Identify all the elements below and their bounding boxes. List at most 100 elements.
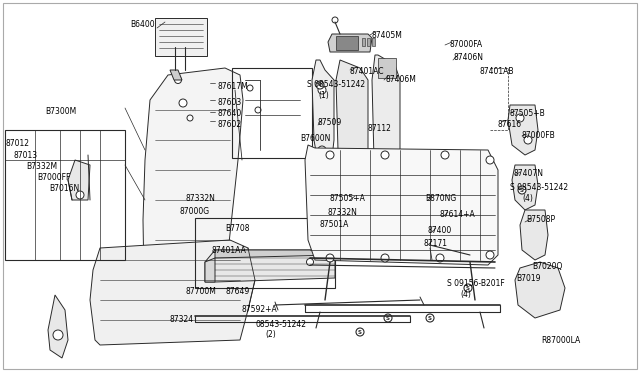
Text: 87000FB: 87000FB [521,131,555,140]
Polygon shape [305,145,498,265]
Polygon shape [336,60,368,185]
Bar [232,68,312,158]
Polygon shape [312,60,334,185]
Circle shape [187,115,193,121]
Polygon shape [328,34,372,52]
Text: B870NG: B870NG [425,194,456,203]
Text: 87405M: 87405M [372,31,403,40]
Circle shape [318,86,326,94]
Text: 87592+A: 87592+A [242,305,278,314]
Circle shape [384,314,392,322]
Polygon shape [205,250,335,282]
Bar [378,58,396,78]
Text: B7708: B7708 [225,224,250,233]
Text: 87505+B: 87505+B [510,109,546,118]
Text: 87501A: 87501A [320,220,349,229]
Bar [5,130,125,260]
Text: S: S [428,315,432,321]
Circle shape [307,259,314,266]
Text: (1): (1) [318,91,329,100]
Text: B7300M: B7300M [45,107,76,116]
Text: B6400: B6400 [130,20,155,29]
Circle shape [332,17,338,23]
Polygon shape [205,258,215,282]
Circle shape [175,77,182,83]
Text: 87509: 87509 [318,118,342,127]
Text: S: S [386,315,390,321]
Text: B7000FF: B7000FF [37,173,70,182]
Circle shape [486,251,494,259]
Circle shape [486,156,494,164]
Circle shape [524,136,532,144]
Text: 87616: 87616 [497,120,521,129]
Circle shape [381,151,389,159]
Polygon shape [372,55,400,190]
Text: 87602: 87602 [218,120,242,129]
Circle shape [255,107,261,113]
Text: 87000G: 87000G [180,207,210,216]
Polygon shape [68,160,90,200]
Text: 87400: 87400 [428,226,452,235]
Text: 87406M: 87406M [385,75,416,84]
Text: (4): (4) [460,290,471,299]
Polygon shape [90,240,255,345]
Text: 87505+A: 87505+A [330,194,366,203]
Circle shape [381,254,389,262]
Circle shape [436,254,444,262]
Circle shape [326,151,334,159]
Text: B7019: B7019 [516,274,541,283]
Circle shape [426,314,434,322]
Bar [362,38,365,46]
Text: 87332N: 87332N [328,208,358,217]
Text: 87012: 87012 [5,139,29,148]
Polygon shape [515,262,565,318]
Bar [367,38,370,46]
Text: (2): (2) [265,330,276,339]
Text: 87013: 87013 [14,151,38,160]
Text: S: S [318,83,322,87]
Circle shape [464,284,472,292]
Text: R87000LA: R87000LA [541,336,580,345]
Text: 87614+A: 87614+A [440,210,476,219]
Bar [372,38,375,46]
Polygon shape [48,295,68,358]
Circle shape [326,254,334,262]
Text: B7508P: B7508P [526,215,555,224]
Polygon shape [215,250,335,258]
Text: S 08543-51242: S 08543-51242 [510,183,568,192]
Text: 87640: 87640 [218,109,243,118]
Text: S 09156-B201F: S 09156-B201F [447,279,505,288]
Circle shape [179,99,187,107]
Circle shape [76,191,84,199]
Polygon shape [143,68,243,340]
Bar [336,36,358,50]
Circle shape [318,146,326,154]
Text: 87401AB: 87401AB [480,67,515,76]
Text: 87700M: 87700M [185,287,216,296]
Text: 87324: 87324 [170,315,194,324]
Circle shape [356,328,364,336]
Text: (4): (4) [522,194,533,203]
Text: S: S [358,330,362,334]
Text: 87406N: 87406N [454,53,484,62]
Text: 87112: 87112 [368,124,392,133]
Text: S 08543-51242: S 08543-51242 [307,80,365,89]
Polygon shape [155,18,207,56]
Circle shape [316,81,324,89]
Text: 87401AC: 87401AC [350,67,385,76]
Circle shape [516,114,524,122]
Circle shape [518,186,526,194]
Polygon shape [508,105,538,155]
Text: S: S [520,187,524,192]
Text: 87171: 87171 [424,239,448,248]
Text: 87332N: 87332N [185,194,215,203]
Circle shape [247,85,253,91]
Polygon shape [512,165,538,210]
Circle shape [441,151,449,159]
Polygon shape [170,70,182,80]
Polygon shape [520,210,548,260]
Text: 87617M: 87617M [218,82,249,91]
Text: B7020Q: B7020Q [532,262,563,271]
Text: 87649: 87649 [226,287,250,296]
Circle shape [53,330,63,340]
